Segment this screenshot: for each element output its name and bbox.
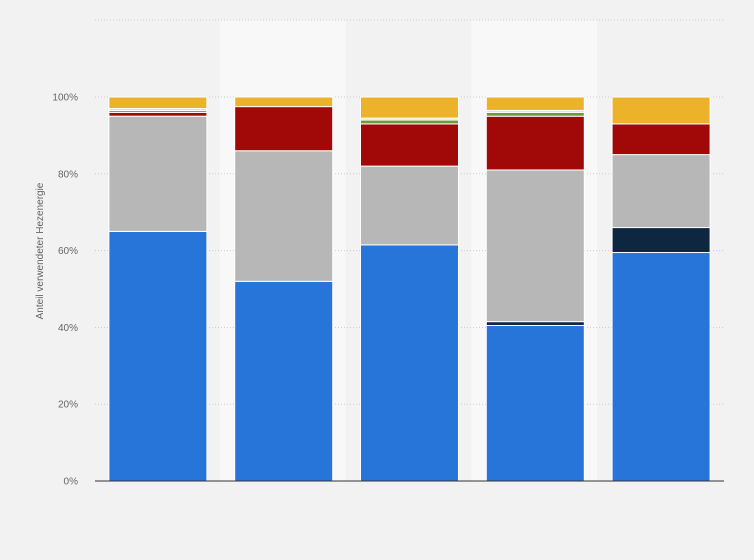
bar-segment (485, 169, 585, 323)
y-tick-label: 80% (58, 169, 78, 180)
bar-segment (360, 123, 459, 167)
bar-segment (485, 324, 585, 482)
y-axis-title: Anteil verwendeter Hezenergie (35, 182, 46, 319)
y-tick-label: 20% (58, 400, 78, 411)
y-axis-tick-labels: 0% 20% 40% 60% 80% 100% (52, 93, 78, 488)
y-tick-label: 100% (52, 93, 78, 104)
bar-segment (360, 119, 459, 125)
bar-segment (234, 150, 334, 282)
bar-segment (108, 230, 208, 482)
bar-segment (360, 96, 459, 119)
y-tick-label: 60% (58, 246, 78, 257)
y-tick-label: 40% (58, 323, 78, 334)
bar-segment (485, 111, 585, 117)
bar-segment (485, 321, 585, 326)
bar-segment (234, 280, 334, 482)
bar-segment (108, 96, 208, 110)
bar-segment (360, 244, 459, 482)
bar-segment (611, 154, 711, 229)
bar-segment (485, 115, 585, 171)
bar-segment (234, 96, 334, 108)
bar-segment (360, 165, 459, 246)
bar-segment (234, 106, 334, 152)
bar-segment (485, 96, 585, 111)
bar-segments (108, 96, 711, 482)
bar-segment (108, 111, 208, 117)
y-tick-label: 0% (64, 477, 79, 488)
bar-segment (611, 96, 711, 125)
bar-segment (611, 123, 711, 156)
bar-segment (108, 115, 208, 232)
bar-segment (611, 252, 711, 482)
bar-segment (611, 227, 711, 254)
